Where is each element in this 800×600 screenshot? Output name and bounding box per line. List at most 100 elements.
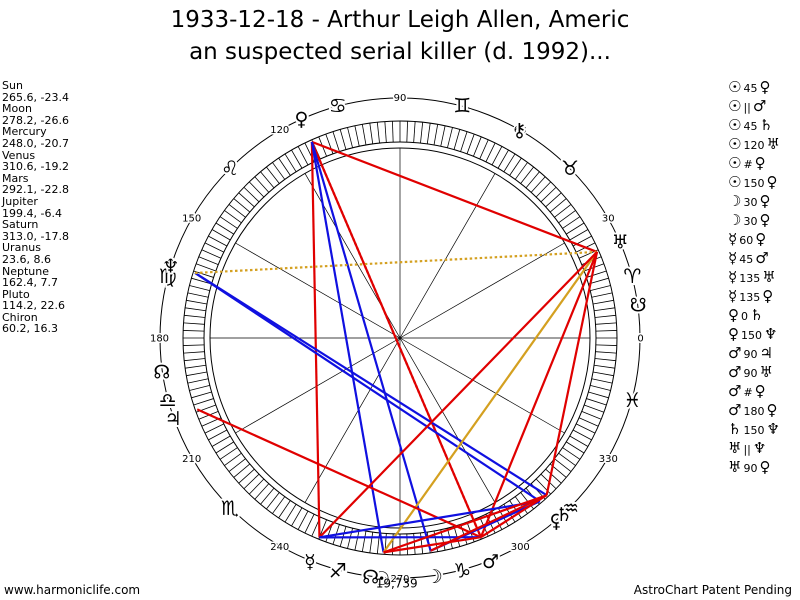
degree-label: 180 — [150, 334, 169, 345]
degree-tick — [189, 385, 210, 391]
planet-glyph-jupiter: ♃ — [165, 408, 182, 430]
aspect-list: ☉ 45 ♀ ☉ || ♂ ☉ 45 ♄ ☉ 120 ♅ ☉ # ♀ ☉ 150 ♀ ☽ 30 ♀ ☽ 30 ♀ ☿ 60 ♀ ☿ 45… — [728, 78, 800, 477]
degree-tick — [201, 249, 222, 259]
degree-tick — [433, 124, 439, 146]
planet-name-uranus: Uranus — [2, 241, 41, 255]
degree-tick — [243, 473, 260, 490]
chart-title-line-1: 1933-12-18 - Arthur Leigh Allen, Americ — [170, 7, 630, 33]
degree-label: 30 — [602, 213, 615, 224]
planet-position-pluto: 114.2, 22.6 — [2, 299, 65, 313]
degree-tick — [376, 122, 380, 144]
aspect-value: 120 — [743, 139, 765, 152]
degree-tick — [590, 285, 611, 291]
aspect-planet-1: ☿ — [728, 249, 738, 267]
planet-name-moon: Moon — [2, 102, 32, 116]
degree-tick — [361, 530, 367, 552]
degree-tick — [204, 423, 225, 434]
degree-tick — [260, 171, 275, 189]
degree-tick — [278, 500, 291, 519]
degree-tick — [243, 186, 260, 203]
degree-tick — [384, 121, 387, 143]
aspect-line-uranus-mars — [479, 251, 599, 538]
degree-tick — [578, 417, 599, 427]
planet-positions-list: Sun 265.6, -23.4 Moon 278.2, -26.6 Mercury 24… — [2, 80, 69, 335]
degree-tick — [594, 358, 616, 362]
degree-tick — [291, 149, 303, 169]
degree-label: 240 — [270, 542, 289, 553]
aspect-row: ☉ 150 ♀ — [728, 173, 800, 192]
degree-tick — [420, 532, 424, 554]
degree-tick — [420, 122, 424, 144]
planet-position-venus: 310.6, -19.2 — [2, 160, 69, 174]
degree-tick — [297, 510, 309, 530]
aspect-planet-1: ☽ — [728, 192, 742, 210]
degree-tick — [595, 351, 617, 354]
planet-glyph-uranus: ♅ — [612, 232, 629, 254]
degree-tick — [186, 371, 208, 377]
degree-tick — [426, 123, 431, 144]
aspect-value: 0 — [741, 310, 748, 323]
degree-tick — [566, 222, 585, 235]
degree-tick — [569, 435, 589, 447]
degree-labels: 0 30 60 90 120 150 180 210 240 270 300 330 — [148, 92, 645, 587]
zodiac-sign-glyph: ♎ — [159, 388, 177, 412]
degree-tick — [594, 314, 616, 318]
degree-tick — [566, 441, 585, 454]
planet-position-jupiter: 199.4, -6.4 — [2, 206, 62, 220]
planet-position-moon: 278.2, -26.6 — [2, 113, 69, 127]
degree-label: 210 — [182, 454, 201, 465]
degree-tick — [332, 131, 340, 152]
planet-position-saturn: 313.0, -17.8 — [2, 229, 69, 243]
degree-tick — [238, 468, 255, 484]
aspect-line-pluto-mercury — [310, 141, 321, 538]
aspect-row: ♂ 180 ♀ — [728, 401, 800, 420]
aspect-planet-2: ♀ — [766, 401, 778, 419]
planet-glyph-sun: ☉ — [373, 568, 390, 590]
aspect-line-uranus-sun — [382, 251, 598, 554]
planet-glyph-pluto: ♀ — [294, 109, 308, 131]
aspect-value: 180 — [743, 405, 765, 418]
degree-tick — [590, 385, 611, 391]
degree-tick — [325, 133, 334, 154]
aspect-planet-2: ♆ — [764, 325, 778, 343]
degree-tick — [238, 192, 255, 208]
aspect-planet-1: ♀ — [728, 306, 739, 324]
degree-tick — [581, 411, 602, 420]
aspect-row: ☿ 135 ♅ — [728, 268, 800, 287]
degree-tick — [233, 463, 251, 478]
degree-tick — [219, 447, 238, 460]
wheel-ring-1 — [159, 97, 641, 579]
aspect-row: ☿ 135 ♀ — [728, 287, 800, 306]
degree-tick — [376, 532, 380, 554]
degree-tick — [466, 133, 475, 154]
degree-tick — [254, 176, 270, 193]
aspect-row: ☿ 60 ♀ — [728, 230, 800, 249]
degree-tick — [503, 153, 516, 172]
degree-tick — [284, 153, 297, 172]
degree-tick — [183, 330, 205, 332]
degree-tick — [233, 198, 251, 213]
aspect-planet-2: ♀ — [759, 211, 771, 229]
degree-tick — [485, 142, 496, 163]
planet-name-saturn: Saturn — [2, 218, 39, 232]
house-spoke — [399, 337, 565, 434]
degree-tick — [592, 299, 614, 305]
degree-tick — [361, 124, 367, 146]
degree-tick — [447, 127, 453, 148]
aspect-line-sun-saturn — [383, 494, 547, 554]
degree-tick — [248, 181, 265, 198]
aspect-value: 135 — [739, 272, 761, 285]
aspect-planet-1: ☽ — [728, 211, 742, 229]
aspect-value: 90 — [743, 348, 758, 361]
planet-name-pluto: Pluto — [2, 287, 30, 301]
planet-glyph-chiron: ⚷ — [513, 119, 527, 141]
aspect-planet-2: ♆ — [752, 439, 767, 457]
aspect-row: ☽ 30 ♀ — [728, 211, 800, 230]
chart-title: 1933-12-18 - Arthur Leigh Allen, Americ … — [0, 4, 800, 68]
degree-tick — [369, 532, 374, 553]
degree-tick — [189, 285, 210, 291]
aspect-planet-1: ☉ — [728, 135, 742, 153]
aspect-row: ♂ 90 ♅ — [728, 363, 800, 382]
degree-tick — [549, 198, 567, 213]
degree-tick — [224, 452, 242, 466]
